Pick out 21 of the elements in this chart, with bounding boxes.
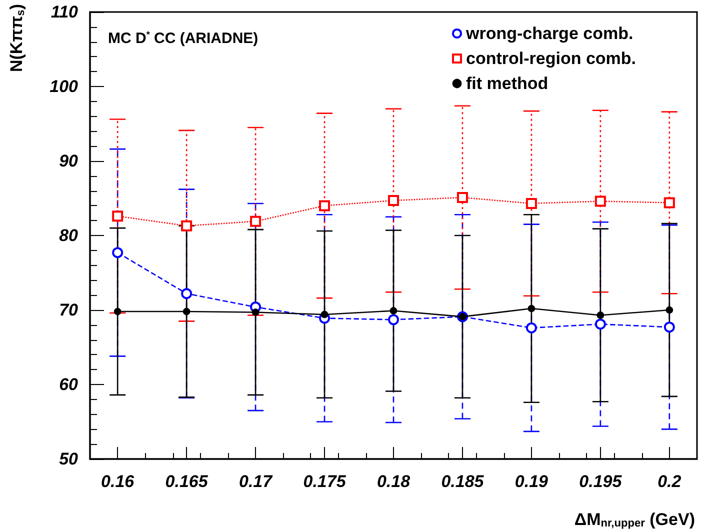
legend-label: control-region comb. <box>466 49 636 68</box>
y-tick-label: 90 <box>59 152 79 170</box>
x-tick-label: 0.19 <box>514 472 549 491</box>
y-tick-label: 50 <box>59 450 79 468</box>
x-tick-label: 0.195 <box>579 472 622 491</box>
legend-label: wrong-charge comb. <box>465 24 634 43</box>
annotation: MC D* CC (ARIADNE) <box>108 30 258 47</box>
y-tick-label: 80 <box>59 226 79 245</box>
x-tick-label: 0.185 <box>441 472 484 491</box>
y-axis-title: N(Kππs) <box>7 4 27 72</box>
y-tick-label: 100 <box>50 77 79 96</box>
legend-label: fit method <box>466 74 548 93</box>
y-tick-label: 70 <box>59 300 79 320</box>
x-tick-label: 0.165 <box>165 472 208 491</box>
x-tick-label: 0.17 <box>239 472 274 491</box>
x-tick-label: 0.16 <box>101 472 135 491</box>
y-tick-label: 60 <box>59 375 79 394</box>
x-tick-label: 0.18 <box>376 472 411 491</box>
x-tick-label: 0.2 <box>658 472 682 491</box>
x-tick-label: 0.175 <box>303 472 346 491</box>
y-tick-label: 110 <box>50 2 79 22</box>
